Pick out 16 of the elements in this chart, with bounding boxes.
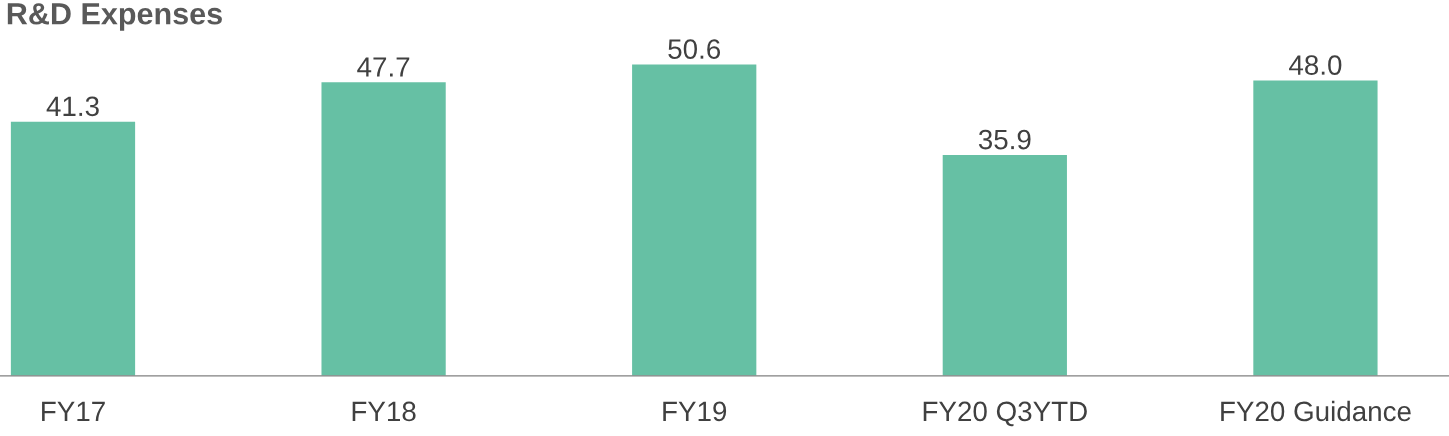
data-label: 41.3	[46, 96, 99, 117]
x-tick-label: FY17	[42, 401, 105, 421]
data-label: 48.0	[1289, 55, 1342, 75]
data-label: 35.9	[978, 129, 1031, 150]
chart-title: R&D Expenses	[7, 3, 222, 31]
x-tick-label: FY19	[663, 401, 727, 422]
bar	[321, 82, 446, 376]
bar	[632, 64, 757, 376]
x-tick-label: FY20 Guidance	[1221, 400, 1411, 422]
data-label: 47.7	[357, 57, 410, 77]
bar	[10, 121, 136, 376]
bar	[942, 154, 1067, 376]
x-tick-label: FY20 Q3YTD	[923, 401, 1087, 427]
bar	[1253, 80, 1378, 376]
x-tick-label: FY18	[352, 401, 416, 422]
data-label: 50.6	[668, 39, 721, 59]
